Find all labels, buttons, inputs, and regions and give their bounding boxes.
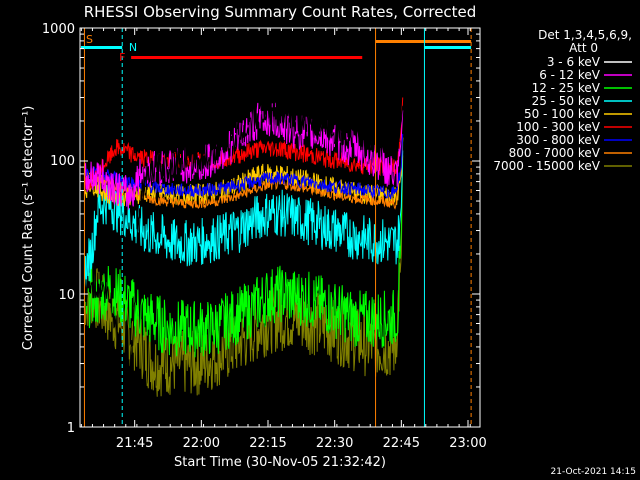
legend-label: 100 - 300 keV <box>516 120 600 134</box>
flare-flag-bar <box>131 56 363 59</box>
y-tick-label: 100 <box>50 154 75 169</box>
chart-title: RHESSI Observing Summary Count Rates, Co… <box>84 3 477 21</box>
y-axis-label: Corrected Count Rate (s⁻¹ detector⁻¹) <box>21 106 36 351</box>
series-line-25-50-kev <box>83 150 404 298</box>
x-tick-label: 22:15 <box>249 436 286 451</box>
series-lines <box>83 95 404 397</box>
x-axis-label: Start Time (30-Nov-05 21:32:42) <box>174 455 386 470</box>
x-tick-label: 23:00 <box>449 436 486 451</box>
x-tick-label: 22:30 <box>316 436 353 451</box>
x-tick-label: 21:45 <box>116 436 153 451</box>
series-line-12-25-kev <box>83 137 404 358</box>
legend-header: Det 1,3,4,5,6,9, <box>538 28 632 42</box>
x-tick-label: 22:45 <box>383 436 420 451</box>
series-line-3-6-kev <box>83 95 404 393</box>
legend-label: 3 - 6 keV <box>547 55 601 69</box>
night-flag-bar <box>81 46 123 49</box>
night-flag-bar <box>424 46 472 49</box>
flag-bars: S NF <box>81 28 472 427</box>
legend-label: 6 - 12 keV <box>539 68 601 82</box>
legend-label: 800 - 7000 keV <box>509 146 601 160</box>
plot-frame <box>79 27 481 428</box>
axis-ticks <box>80 28 480 428</box>
series-line-6-12-kev <box>83 102 404 210</box>
saa-flag-bar <box>375 40 472 43</box>
legend-label: 300 - 800 keV <box>516 133 600 147</box>
flag-label-f: F <box>119 51 125 64</box>
legend-label: 12 - 25 keV <box>532 81 601 95</box>
footer-date: 21-Oct-2021 14:15 <box>551 467 636 477</box>
legend-label: 25 - 50 keV <box>532 94 601 108</box>
flag-label-s: S <box>86 33 93 46</box>
legend-label: 7000 - 15000 keV <box>493 159 600 173</box>
y-tick-label: 1000 <box>42 22 75 37</box>
legend-label: 50 - 100 keV <box>524 107 601 121</box>
y-tick-label: 10 <box>58 288 75 303</box>
y-tick-label: 1 <box>67 421 75 436</box>
series-line-800-7000-kev <box>83 137 404 210</box>
series-line-100-300-kev <box>83 97 404 193</box>
legend-header: Att 0 <box>569 41 598 55</box>
flag-label-n: N <box>129 41 137 54</box>
x-tick-label: 22:00 <box>183 436 220 451</box>
